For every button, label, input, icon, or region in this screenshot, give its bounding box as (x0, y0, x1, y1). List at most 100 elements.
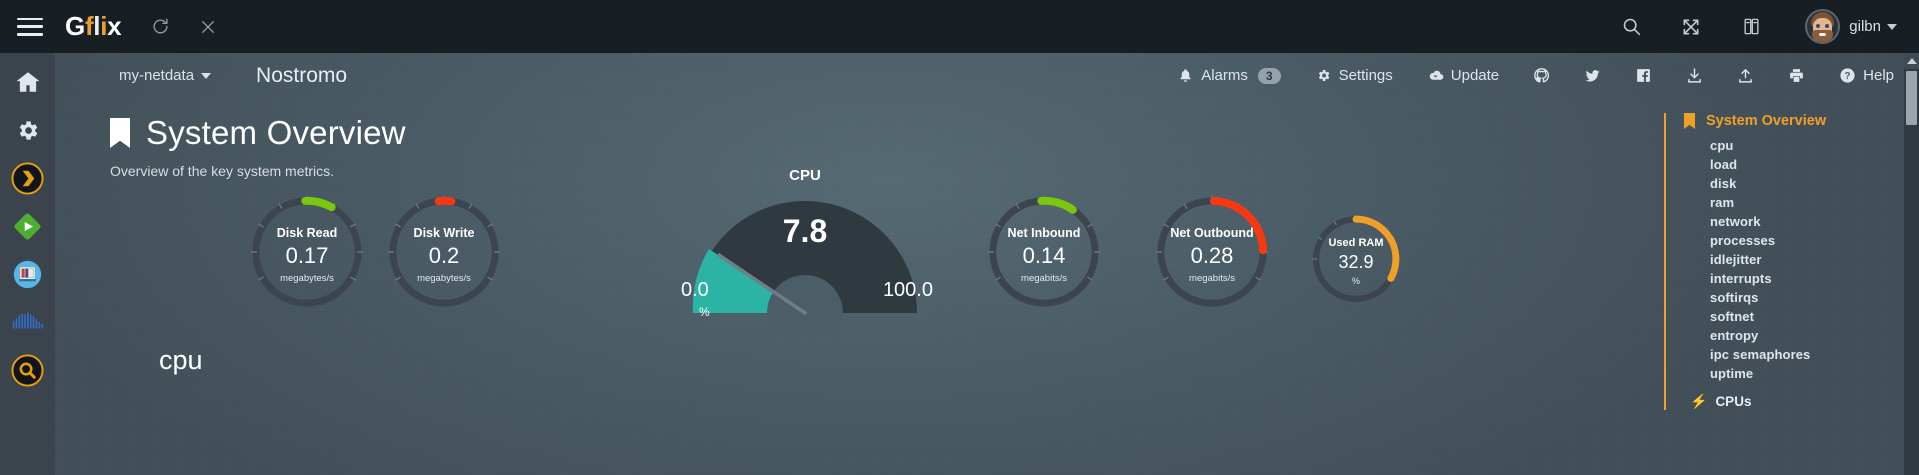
nav-item-help[interactable]: ? Help (1839, 67, 1894, 84)
toc-sub-label: CPUs (1715, 394, 1752, 409)
gauge-disk-write[interactable]: Disk Write 0.2 megabytes/s (385, 193, 503, 311)
nav-item-facebook[interactable] (1635, 67, 1652, 84)
toc-link-ram[interactable]: ram (1710, 195, 1735, 210)
netdata-nav-actions: Alarms 3 Settings Update (1143, 67, 1894, 84)
toc-link-ipc-semaphores[interactable]: ipc semaphores (1710, 347, 1811, 362)
gauge-ring (387, 195, 501, 308)
cpu-section-heading: cpu (159, 345, 203, 375)
rail-item-magnifier-icon[interactable] (11, 353, 45, 387)
cpu-gauge-dial (692, 201, 917, 333)
app-brand: Gflix (65, 11, 122, 41)
netdata-dashboard: my-netdata Nostromo Alarms 3 Settings (55, 53, 1904, 475)
dashboard-content: System Overview Overview of the key syst… (55, 114, 1904, 376)
toc-link-idlejitter[interactable]: idlejitter (1710, 252, 1762, 267)
gauge-value: 0.14 (1022, 243, 1066, 268)
gauge-value: 0.17 (285, 243, 329, 268)
toc-panel: System Overview cpu load disk ram networ… (1664, 113, 1874, 410)
my-netdata-dropdown[interactable]: my-netdata (119, 67, 212, 84)
gauge-ring (987, 195, 1101, 308)
username-label[interactable]: gilbn (1849, 18, 1881, 35)
gauge-max: 100.0 (882, 279, 933, 301)
gauge-unit: megabits/s (1021, 273, 1067, 284)
cloud-download-icon (1427, 67, 1444, 84)
upload-icon (1737, 67, 1754, 84)
toc-heading-label: System Overview (1706, 113, 1827, 129)
gauge-used-ram[interactable]: Used RAM 32.9 % (1310, 213, 1402, 305)
app-titlebar: Gflix (0, 0, 1919, 53)
gauge-label: Used RAM (1328, 237, 1384, 249)
shuffle-icon[interactable] (1679, 15, 1703, 39)
gauge-label: Net Outbound (1170, 226, 1254, 240)
nav-item-update[interactable]: Update (1427, 67, 1499, 84)
toc-link-uptime[interactable]: uptime (1710, 366, 1754, 381)
nav-item-github[interactable] (1533, 67, 1550, 84)
nav-item-label: Help (1863, 67, 1894, 84)
my-netdata-label: my-netdata (119, 67, 195, 84)
rail-item-settings[interactable] (11, 113, 45, 147)
toc-link-interrupts[interactable]: interrupts (1710, 271, 1772, 286)
gauge-label: Disk Read (276, 226, 338, 240)
left-icon-rail (0, 53, 55, 475)
gauge-value: 0.28 (1190, 243, 1234, 268)
question-circle-icon: ? (1839, 67, 1856, 84)
gauge-ring (250, 195, 364, 308)
github-icon (1533, 67, 1550, 84)
netdata-navbar: my-netdata Nostromo Alarms 3 Settings (55, 53, 1904, 98)
facebook-icon (1635, 67, 1652, 84)
gauge-net-outbound[interactable]: Net Outbound 0.28 megabits/s (1153, 193, 1271, 311)
gauge-net-inbound[interactable]: Net Inbound 0.14 megabits/s (985, 193, 1103, 311)
toc-link-cpus[interactable]: ⚡ CPUs (1684, 393, 1874, 410)
bookmark-icon (1684, 113, 1695, 129)
nav-item-twitter[interactable] (1584, 67, 1601, 84)
rail-item-waveform-icon[interactable] (11, 305, 45, 339)
nav-item-download[interactable] (1686, 67, 1703, 84)
chevron-down-icon[interactable] (1887, 23, 1897, 30)
toc-link-entropy[interactable]: entropy (1710, 328, 1759, 343)
nav-item-label: Settings (1338, 67, 1393, 84)
rail-item-home[interactable] (11, 65, 45, 99)
page-scrollbar[interactable] (1904, 53, 1919, 475)
hamburger-icon[interactable] (17, 17, 43, 36)
nav-item-alarms[interactable]: Alarms 3 (1177, 67, 1281, 84)
gauge-min: 0.0 (681, 279, 709, 301)
rail-item-books-icon[interactable] (11, 257, 45, 291)
scroll-up-button[interactable] (1904, 53, 1919, 69)
gauge-disk-read[interactable]: Disk Read 0.17 megabytes/s (248, 193, 366, 311)
svg-text:?: ? (1845, 71, 1851, 82)
toc-link-processes[interactable]: processes (1710, 233, 1776, 248)
print-icon (1788, 67, 1805, 84)
toc-heading[interactable]: System Overview (1684, 113, 1874, 129)
toc-link-softnet[interactable]: softnet (1710, 309, 1755, 324)
gauge-unit: % (1351, 276, 1360, 286)
reload-icon[interactable] (149, 16, 171, 38)
page-title: System Overview (146, 114, 406, 151)
chevron-down-icon (201, 72, 212, 79)
book-icon[interactable] (1739, 15, 1763, 39)
gauge-value: 7.8 (782, 213, 828, 249)
gauge-unit: megabytes/s (417, 273, 471, 284)
nav-item-upload[interactable] (1737, 67, 1754, 84)
gauge-label: Net Inbound (1007, 226, 1081, 240)
search-icon[interactable] (1619, 15, 1643, 39)
toc-link-load[interactable]: load (1710, 157, 1738, 172)
toc-link-disk[interactable]: disk (1710, 176, 1737, 191)
toc-link-network[interactable]: network (1710, 214, 1761, 229)
toc-link-softirqs[interactable]: softirqs (1710, 290, 1759, 305)
bolt-icon: ⚡ (1690, 393, 1708, 409)
gauge-unit: megabits/s (1189, 273, 1235, 284)
gauge-value: 0.2 (428, 243, 460, 268)
gauge-cpu[interactable]: CPU 7.8 0.0 % 100.0 (675, 167, 935, 333)
nav-item-label: Alarms (1201, 67, 1248, 84)
rail-item-play-diamond-icon[interactable] (11, 209, 45, 243)
avatar[interactable] (1805, 9, 1841, 44)
close-icon[interactable] (197, 16, 219, 38)
section-title: System Overview (110, 114, 1904, 152)
toc-link-cpu[interactable]: cpu (1710, 138, 1734, 153)
gauge-ring (1155, 195, 1269, 308)
gauge-row: Disk Read 0.17 megabytes/s (55, 167, 1904, 333)
twitter-icon (1584, 67, 1601, 84)
scrollbar-thumb[interactable] (1906, 71, 1917, 125)
nav-item-print[interactable] (1788, 67, 1805, 84)
nav-item-settings[interactable]: Settings (1315, 67, 1393, 84)
rail-item-plex-icon[interactable] (11, 161, 45, 195)
